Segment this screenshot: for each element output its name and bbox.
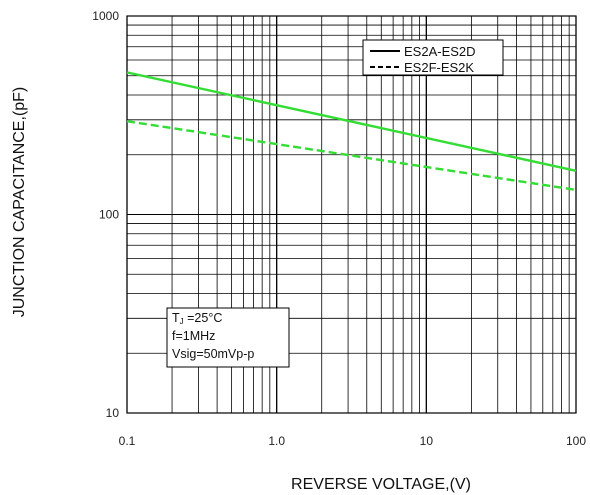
x-tick-label: 100 [566, 434, 586, 448]
legend-box [362, 39, 504, 76]
y-axis-title: JUNCTION CAPACITANCE,(pF) [11, 87, 28, 318]
x-tick-label: 1.0 [268, 434, 285, 448]
legend-label-es2f-es2k: ES2F-ES2K [404, 60, 474, 75]
note-junction-temp: TJ =25°C [172, 311, 222, 326]
y-tick-label: 10 [106, 406, 120, 420]
series-line-es2f-es2k [126, 120, 577, 192]
y-tick-label: 1000 [92, 9, 119, 23]
test-conditions-note: TJ =25°C f=1MHz Vsig=50mVp-p [166, 307, 290, 368]
series-line-es2a-es2d [126, 71, 577, 172]
series-layer [126, 71, 577, 192]
y-tick-label: 100 [99, 208, 119, 222]
x-axis-title: REVERSE VOLTAGE,(V) [291, 476, 471, 493]
plot-frame [126, 15, 577, 414]
note-frequency: f=1MHz [172, 329, 215, 343]
tick-labels: 0.1 1.0 10 100 10 100 1000 [92, 9, 586, 448]
legend: ES2A-ES2D ES2F-ES2K [362, 39, 504, 76]
legend-label-es2a-es2d: ES2A-ES2D [404, 44, 476, 59]
note-box [166, 307, 290, 368]
x-tick-label: 0.1 [119, 434, 136, 448]
x-tick-label: 10 [420, 434, 434, 448]
note-signal: Vsig=50mVp-p [172, 347, 254, 361]
